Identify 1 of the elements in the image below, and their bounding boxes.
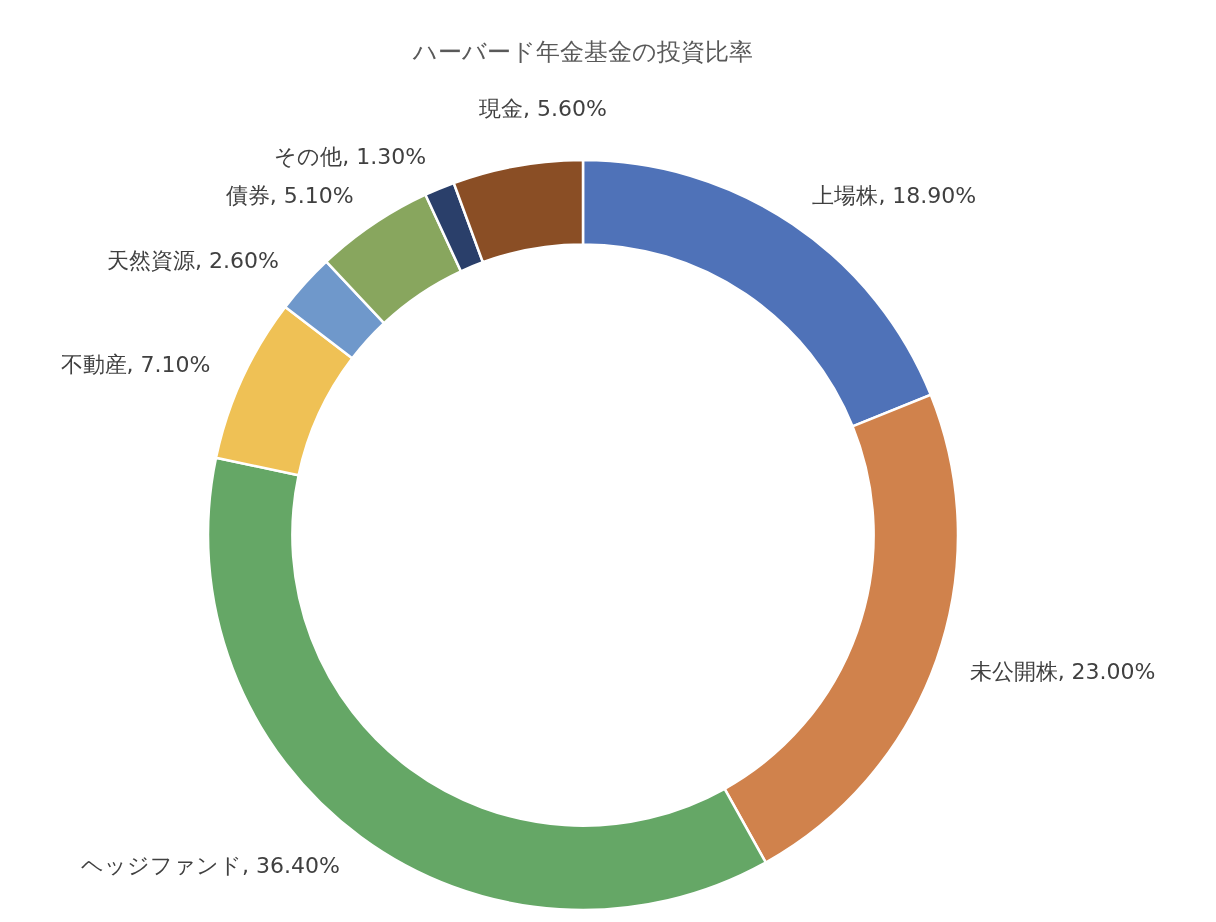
title: ハーバード年金基金の投資比率 — [413, 38, 753, 66]
